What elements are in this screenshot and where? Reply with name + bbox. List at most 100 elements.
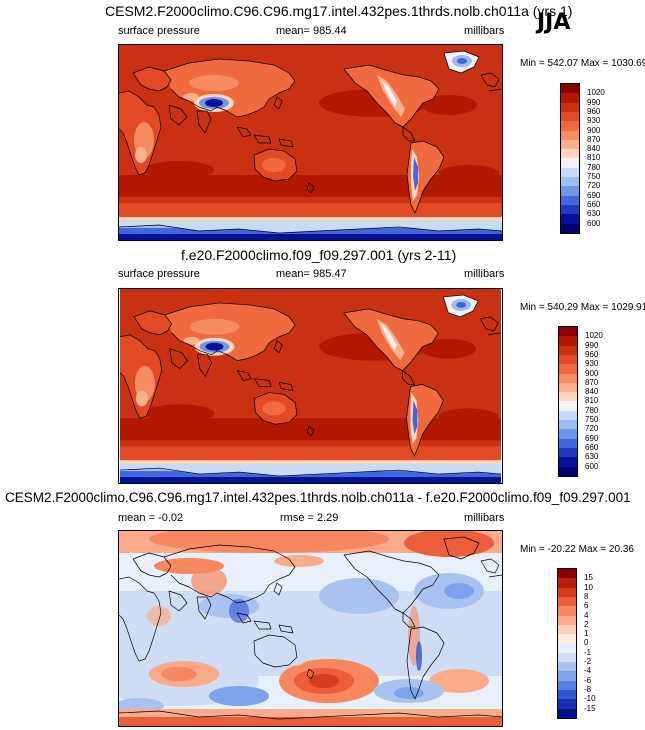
colorbar-swatch bbox=[559, 345, 577, 356]
colorbar-swatch bbox=[558, 578, 576, 589]
colorbar-label: 630 bbox=[587, 209, 601, 219]
colorbar-label: 780 bbox=[587, 162, 601, 172]
colorbar-swatch bbox=[561, 177, 579, 187]
colorbar-frame bbox=[557, 568, 577, 719]
colorbar-swatch bbox=[558, 569, 576, 579]
colorbar-swatch bbox=[559, 447, 577, 458]
colorbar-label: 810 bbox=[585, 396, 599, 406]
colorbar-swatch bbox=[561, 84, 579, 94]
colorbar-swatch bbox=[559, 457, 577, 467]
colorbar-swatch bbox=[561, 139, 579, 150]
colorbar-swatch bbox=[558, 689, 576, 700]
colorbar-label: -2 bbox=[584, 657, 592, 666]
colorbar-label: 750 bbox=[585, 415, 599, 424]
colorbar-label: 900 bbox=[587, 125, 601, 135]
colorbar-swatch bbox=[561, 204, 579, 215]
colorbar-label: 750 bbox=[587, 172, 601, 181]
colorbar-label: 720 bbox=[587, 181, 601, 191]
colorbar-label: -10 bbox=[584, 694, 596, 704]
season-label: JJA bbox=[537, 10, 571, 35]
colorbar-label: 660 bbox=[587, 199, 601, 209]
colorbar-frame bbox=[560, 83, 580, 234]
colorbar-swatch bbox=[561, 121, 579, 131]
colorbar-swatch bbox=[561, 214, 579, 224]
colorbar-label: 990 bbox=[585, 340, 599, 350]
colorbar-label: -1 bbox=[584, 647, 592, 657]
colorbar-swatch bbox=[558, 624, 576, 635]
colorbar-label: 10 bbox=[584, 582, 593, 592]
colorbar-label: 930 bbox=[585, 359, 599, 369]
colorbar-label: 1020 bbox=[585, 331, 603, 341]
colorbar-swatch bbox=[558, 671, 576, 682]
panel3-rmse-label: rmse = 2.29 bbox=[280, 512, 339, 524]
colorbar-swatch bbox=[558, 708, 576, 719]
colorbar-label: -4 bbox=[584, 666, 592, 676]
colorbar-swatch bbox=[559, 392, 577, 402]
colorbar-swatch bbox=[559, 382, 577, 393]
colorbar-swatch bbox=[558, 596, 576, 607]
colorbar-swatch bbox=[561, 111, 579, 122]
colorbar-swatch bbox=[559, 466, 577, 477]
colorbar-label: 870 bbox=[587, 134, 601, 144]
panel2-map-plot bbox=[119, 289, 502, 483]
colorbar-label: 840 bbox=[587, 144, 601, 154]
colorbar-label: -15 bbox=[584, 703, 596, 713]
colorbar-swatch bbox=[559, 429, 577, 440]
panel3-map bbox=[118, 530, 503, 727]
panel3-minmax: Min = -20.22 Max = 20.36 bbox=[520, 544, 634, 555]
colorbar-label: 2 bbox=[584, 619, 589, 629]
colorbar-label: 900 bbox=[585, 368, 599, 378]
colorbar-swatch bbox=[561, 102, 579, 113]
panel3-title: CESM2.F2000climo.C96.C96.mg17.intel.432p… bbox=[5, 490, 631, 505]
colorbar-label: -6 bbox=[584, 675, 592, 685]
colorbar-swatch bbox=[559, 354, 577, 365]
colorbar-label: 690 bbox=[587, 190, 601, 200]
panel3-map-plot bbox=[119, 531, 502, 726]
colorbar-label: 690 bbox=[585, 433, 599, 443]
colorbar-swatch bbox=[559, 401, 577, 412]
colorbar-swatch bbox=[561, 186, 579, 197]
colorbar-swatch bbox=[561, 93, 579, 104]
colorbar-label: -8 bbox=[584, 684, 592, 694]
colorbar-label: 630 bbox=[585, 452, 599, 462]
colorbar-label: 840 bbox=[585, 387, 599, 397]
panel1-map-plot bbox=[119, 45, 502, 240]
colorbar-label: 660 bbox=[585, 442, 599, 452]
colorbar-label: 8 bbox=[584, 591, 589, 601]
colorbar-label: 960 bbox=[585, 349, 599, 359]
panel2-minmax: Min = 540.29 Max = 1029.91 bbox=[520, 302, 645, 313]
colorbar-label: 720 bbox=[585, 424, 599, 434]
colorbar-swatch bbox=[558, 680, 576, 691]
colorbar-swatch bbox=[558, 634, 576, 644]
colorbar-label: 810 bbox=[587, 153, 601, 163]
colorbar-swatch bbox=[561, 167, 579, 178]
colorbar-swatch bbox=[558, 606, 576, 616]
panel1-minmax: Min = 542.07 Max = 1030.69 bbox=[520, 58, 645, 69]
colorbar-swatch bbox=[558, 643, 576, 654]
panel2-map bbox=[118, 288, 503, 484]
panel3-mean-label: mean = -0.02 bbox=[118, 512, 184, 524]
panel1-map bbox=[118, 44, 503, 241]
colorbar-label: 960 bbox=[587, 106, 601, 116]
colorbar-label: 600 bbox=[587, 218, 601, 228]
colorbar-label: 600 bbox=[585, 461, 599, 471]
colorbar-swatch bbox=[559, 438, 577, 449]
colorbar-label: 0 bbox=[584, 638, 589, 648]
panel1-mean-label: mean= 985.44 bbox=[276, 25, 347, 37]
colorbar-swatch bbox=[561, 195, 579, 206]
colorbar-label: 870 bbox=[585, 377, 599, 387]
colorbar-swatch bbox=[559, 420, 577, 430]
colorbar-swatch bbox=[558, 699, 576, 709]
colorbar-label: 780 bbox=[585, 405, 599, 415]
colorbar-swatch bbox=[559, 373, 577, 384]
colorbar-label: 1020 bbox=[587, 88, 605, 98]
colorbar-swatch bbox=[558, 587, 576, 598]
panel1-units-label: millibars bbox=[464, 25, 505, 37]
colorbar-label: 4 bbox=[584, 610, 589, 620]
colorbar-label: 15 bbox=[584, 573, 593, 583]
colorbar-swatch bbox=[559, 410, 577, 421]
colorbar-label: 930 bbox=[587, 116, 601, 126]
colorbar-swatch bbox=[559, 327, 577, 337]
panel2-title: f.e20.F2000climo.f09_f09.297.001 (yrs 2-… bbox=[181, 247, 457, 263]
colorbar-swatch bbox=[561, 223, 579, 234]
